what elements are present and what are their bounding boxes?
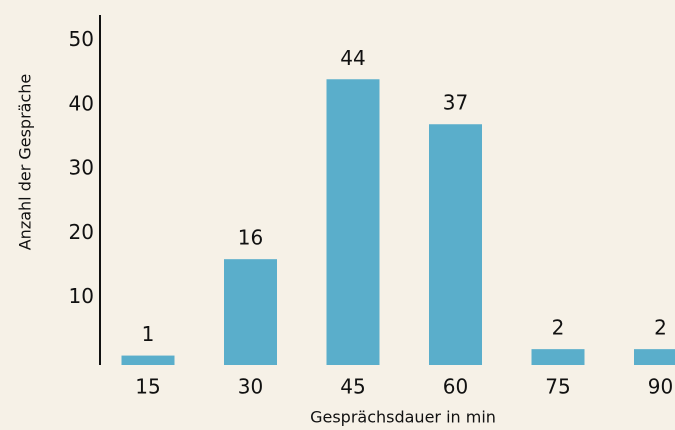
y-tick-label: 50 (69, 27, 94, 51)
value-label: 37 (443, 91, 468, 115)
y-tick-label: 40 (69, 91, 94, 115)
x-tick-label: 15 (135, 375, 160, 399)
y-axis-label: Anzahl der Gespräche (16, 74, 35, 251)
bar (429, 124, 482, 365)
x-tick-label: 75 (545, 375, 570, 399)
value-label: 2 (552, 316, 565, 340)
x-tick-label: 60 (443, 375, 468, 399)
y-tick-label: 20 (69, 220, 94, 244)
y-tick-label: 30 (69, 156, 94, 180)
value-label: 1 (142, 322, 155, 346)
value-label: 44 (340, 46, 365, 70)
bar (224, 259, 277, 365)
bar (326, 79, 380, 365)
bar (634, 349, 675, 365)
bar (121, 355, 175, 365)
x-axis-label: Gesprächsdauer in min (310, 408, 496, 427)
y-tick-label: 10 (69, 284, 94, 308)
x-tick-label: 30 (238, 375, 263, 399)
x-tick-label: 90 (648, 375, 673, 399)
value-label: 2 (654, 316, 667, 340)
bar (531, 349, 585, 365)
value-label: 16 (238, 226, 263, 250)
x-tick-label: 45 (340, 375, 365, 399)
